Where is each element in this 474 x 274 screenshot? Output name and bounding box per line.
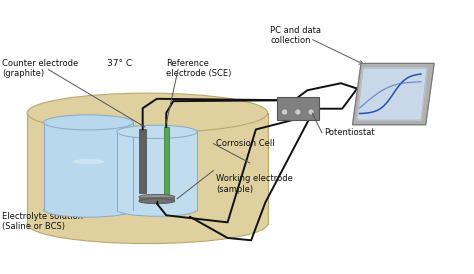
Polygon shape xyxy=(353,63,434,125)
Bar xyxy=(44,122,133,210)
Text: Counter electrode
(graphite): Counter electrode (graphite) xyxy=(2,59,78,78)
Ellipse shape xyxy=(139,194,175,199)
Bar xyxy=(139,129,146,193)
Text: Potentiostat: Potentiostat xyxy=(324,128,375,137)
Circle shape xyxy=(282,109,288,115)
Text: PC and data
collection: PC and data collection xyxy=(270,26,321,45)
Bar xyxy=(277,97,319,120)
Ellipse shape xyxy=(117,203,197,216)
Text: Corrosion Cell: Corrosion Cell xyxy=(216,139,274,148)
Ellipse shape xyxy=(117,125,197,138)
Bar xyxy=(117,132,197,210)
Polygon shape xyxy=(357,68,427,120)
Ellipse shape xyxy=(139,199,175,204)
Text: Working electrode
(sample): Working electrode (sample) xyxy=(216,174,292,194)
Bar xyxy=(164,127,169,195)
Circle shape xyxy=(308,109,314,115)
Ellipse shape xyxy=(27,93,268,133)
Text: Electrolyte solution
(Saline or BCS): Electrolyte solution (Saline or BCS) xyxy=(2,212,83,231)
Text: Reference
electrode (SCE): Reference electrode (SCE) xyxy=(166,59,232,78)
Circle shape xyxy=(295,109,301,115)
Text: 37° C: 37° C xyxy=(107,59,132,68)
Ellipse shape xyxy=(44,115,133,130)
Bar xyxy=(139,197,175,201)
Ellipse shape xyxy=(73,159,104,164)
Bar xyxy=(27,113,268,224)
Ellipse shape xyxy=(44,202,133,217)
Ellipse shape xyxy=(27,204,268,244)
